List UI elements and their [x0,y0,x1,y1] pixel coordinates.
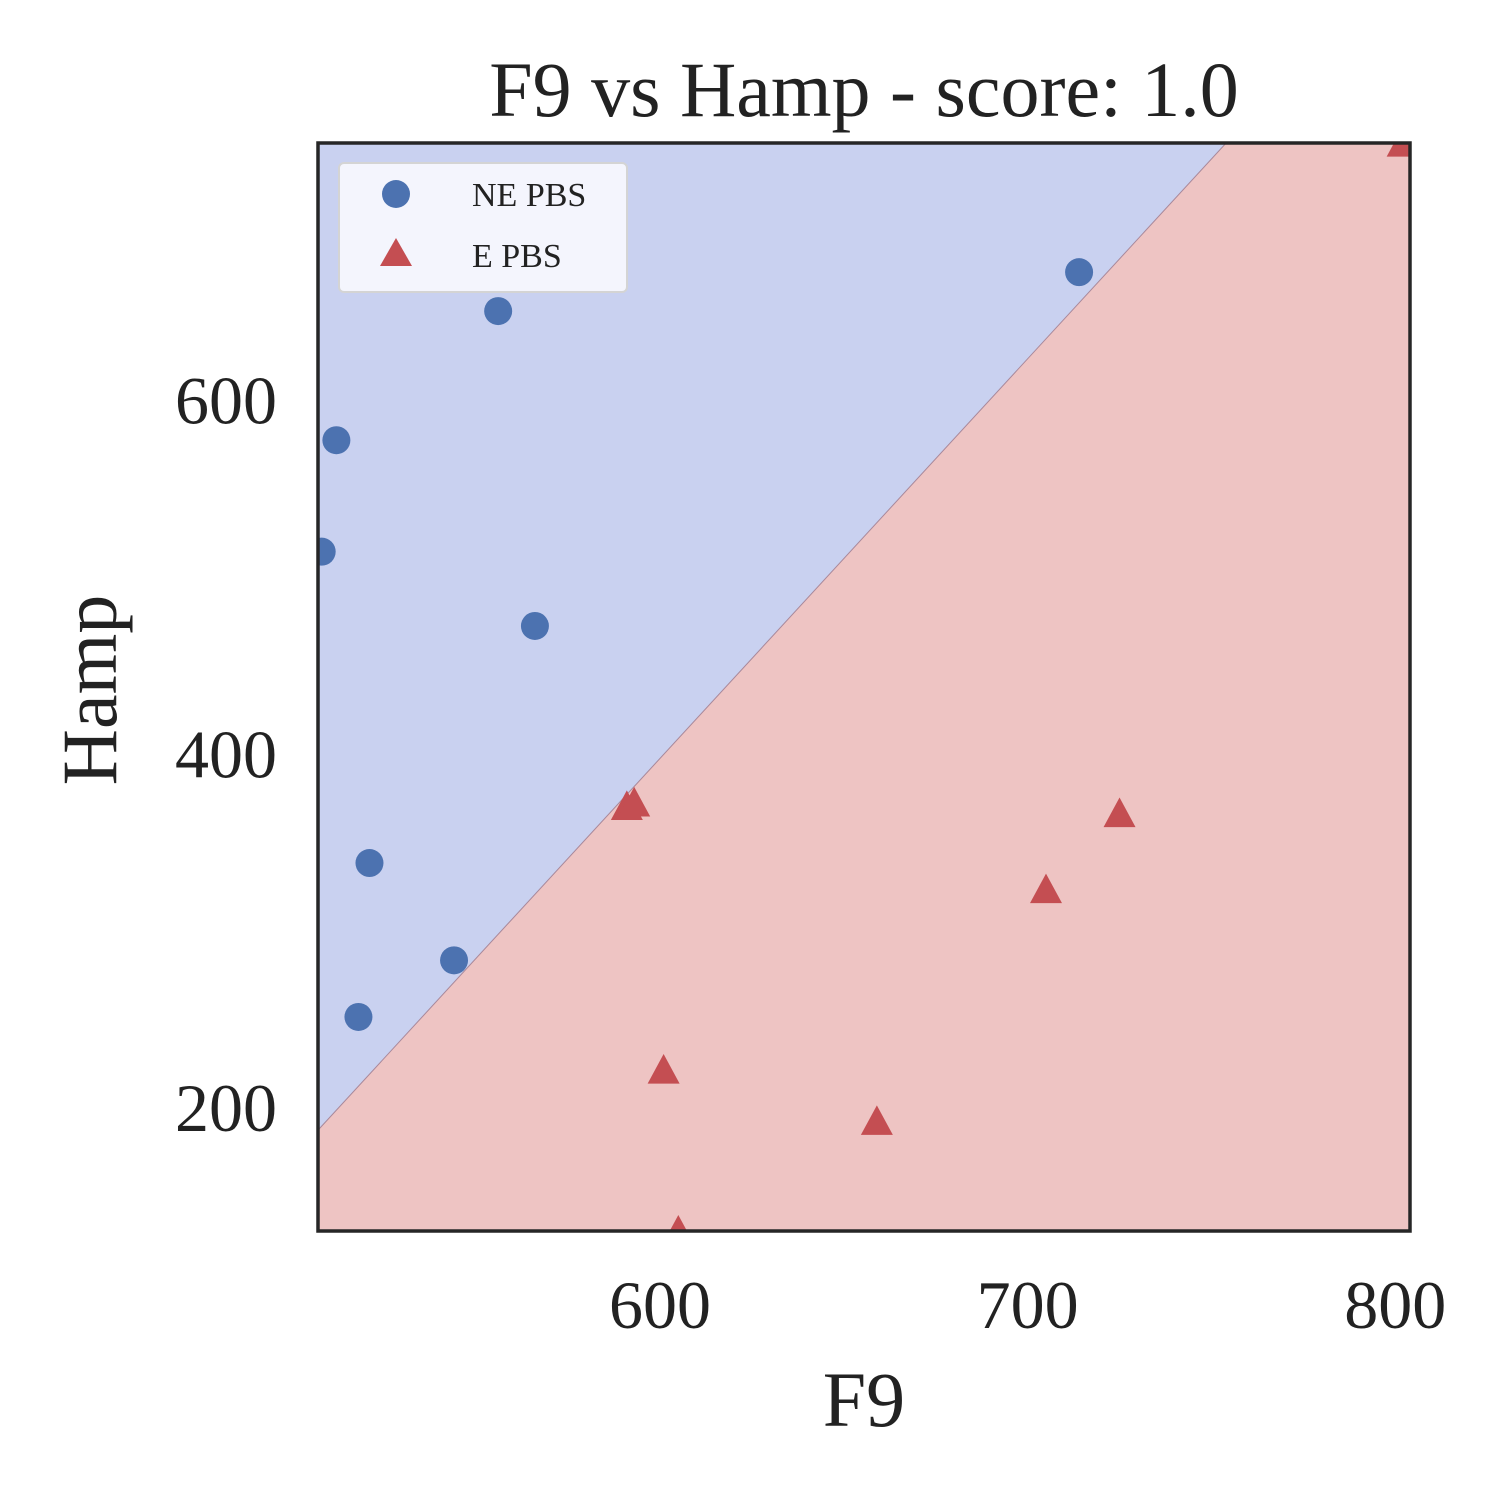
legend: NE PBS E PBS [338,162,628,293]
plot-area [318,143,1410,1231]
data-points [318,143,1410,1231]
x-axis-label: F9 [823,1356,905,1443]
x-axis-ticks: 600 700 800 [609,1267,1446,1343]
data-point-e-pbs [669,1215,687,1231]
data-point-e-pbs [618,786,651,817]
data-point-ne-pbs [440,946,469,975]
y-axis-label: Hamp [46,595,133,786]
x-tick-label: 700 [977,1267,1079,1343]
y-tick-label: 600 [175,363,277,439]
x-tick-label: 600 [609,1267,711,1343]
legend-box [338,162,628,293]
legend-label-e-pbs: E PBS [472,238,562,275]
data-point-ne-pbs [520,611,549,640]
decision-boundary [318,143,1227,1131]
data-point-ne-pbs [318,537,336,566]
y-tick-label: 400 [175,716,277,792]
ne-pbs-region [318,143,1410,1131]
e-pbs-region [318,143,1410,1231]
data-point-ne-pbs [322,426,351,455]
data-point-ne-pbs [484,297,513,326]
x-tick-label: 800 [1344,1267,1446,1343]
y-tick-label: 200 [175,1070,277,1146]
data-point-ne-pbs [355,849,384,878]
y-axis-ticks: 200 400 600 [175,363,277,1147]
data-point-e-pbs [1386,143,1410,157]
data-point-e-pbs [647,1054,680,1084]
data-point-e-pbs [860,1105,893,1135]
legend-label-ne-pbs: NE PBS [472,177,586,214]
data-point-e-pbs [1030,873,1062,904]
legend-marker-ne-pbs [382,180,410,208]
data-point-ne-pbs [1065,258,1094,287]
data-point-ne-pbs [344,1002,373,1031]
data-point-e-pbs [1103,797,1136,828]
plot-frame [316,141,1412,1233]
chart-title: F9 vs Hamp - score: 1.0 [489,46,1239,133]
legend-marker-e-pbs [380,238,412,266]
